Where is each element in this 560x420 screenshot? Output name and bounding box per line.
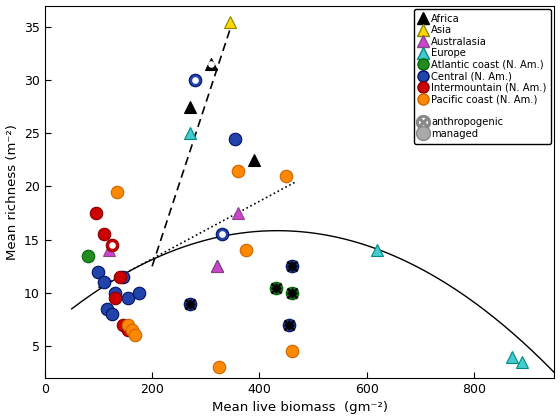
Legend: Africa, Asia, Australasia, Europe, Atlantic coast (N. Am.), Central (N. Am.), In: Africa, Asia, Australasia, Europe, Atlan… [414, 8, 552, 144]
X-axis label: Mean live biomass  (gm⁻²): Mean live biomass (gm⁻²) [212, 402, 388, 415]
Y-axis label: Mean richness (m⁻²): Mean richness (m⁻²) [6, 124, 18, 260]
